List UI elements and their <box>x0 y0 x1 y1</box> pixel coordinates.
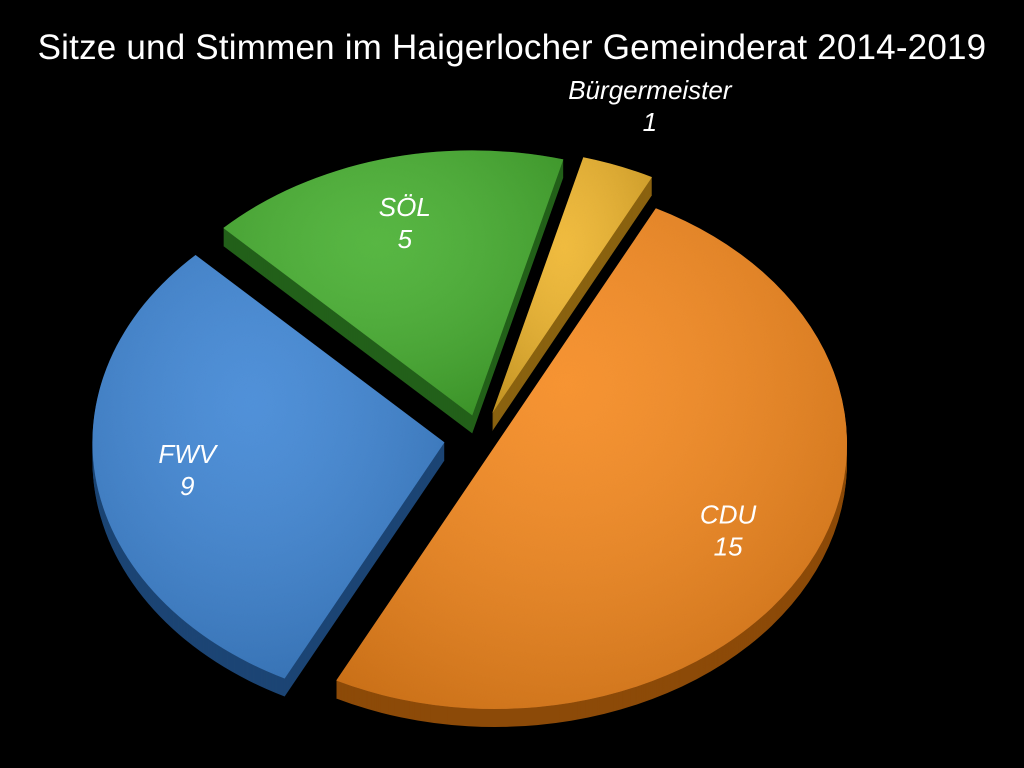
slice-label-buergermeister: Bürgermeister <box>568 75 733 105</box>
slice-value-soel: 5 <box>398 224 413 254</box>
slice-label-cdu: CDU <box>700 499 757 529</box>
slice-label-soel: SÖL <box>379 192 431 222</box>
slice-value-buergermeister: 1 <box>643 107 657 137</box>
slice-tops <box>92 150 848 709</box>
slice-value-fwv: 9 <box>180 471 194 501</box>
slice-value-cdu: 15 <box>714 531 743 561</box>
chart-title: Sitze und Stimmen im Haigerlocher Gemein… <box>37 28 987 67</box>
slice-label-fwv: FWV <box>158 439 218 469</box>
